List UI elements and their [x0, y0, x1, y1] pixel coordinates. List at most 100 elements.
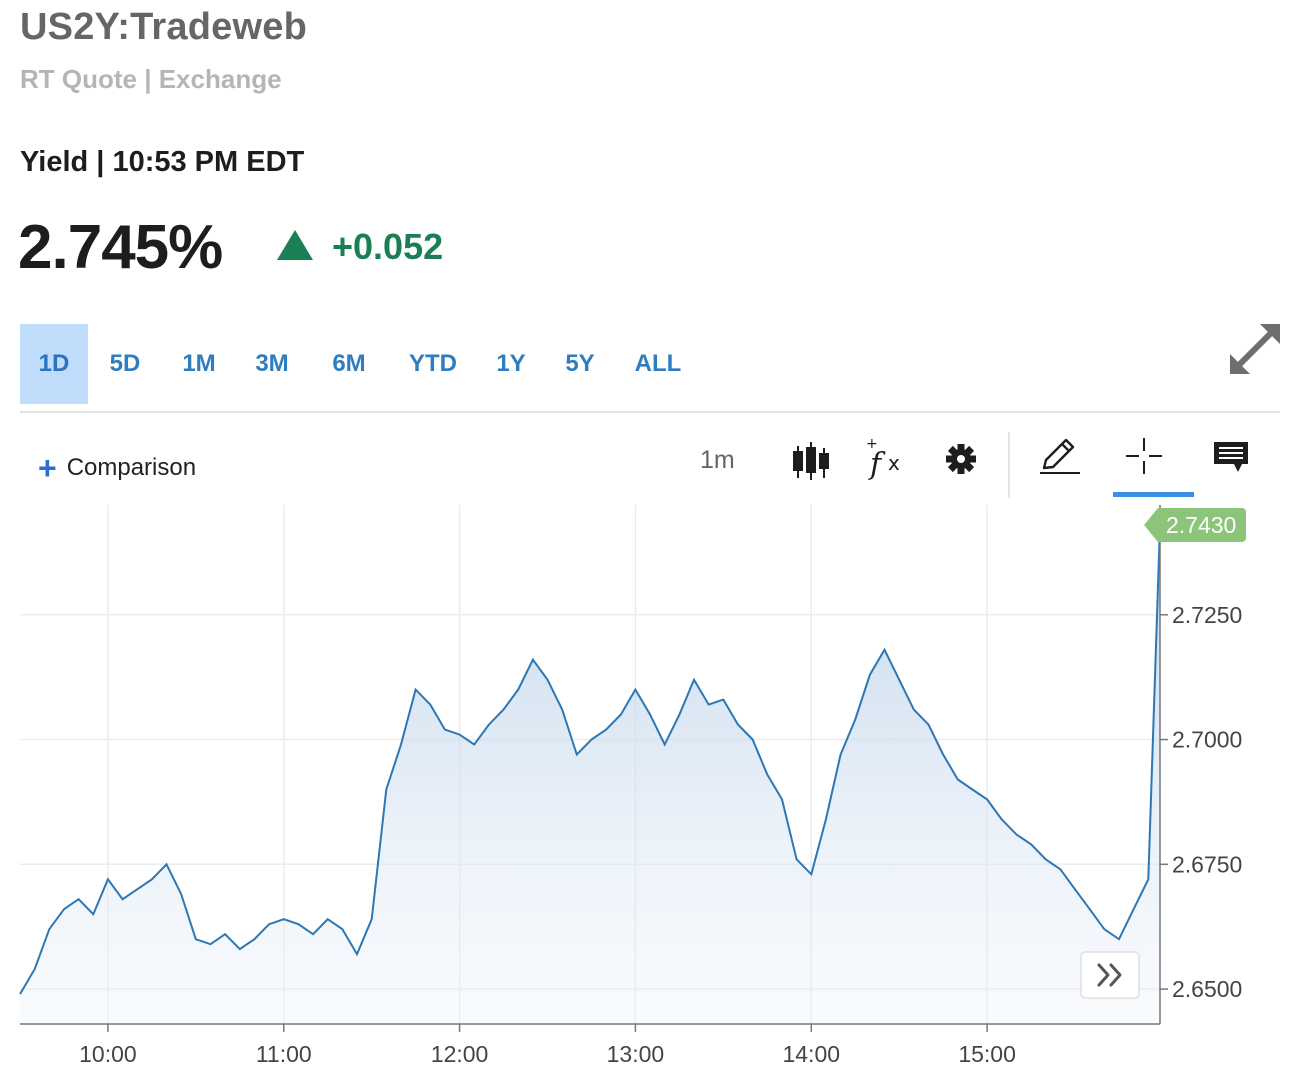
tab-1d[interactable]: 1D	[20, 324, 88, 404]
data-point	[840, 754, 842, 756]
data-point	[1045, 858, 1047, 860]
data-point	[1059, 868, 1061, 870]
tab-5y[interactable]: 5Y	[565, 350, 595, 377]
function-icon[interactable]: + f x	[864, 436, 908, 482]
data-point	[1089, 908, 1091, 910]
data-point	[224, 933, 226, 935]
data-point	[971, 788, 973, 790]
crosshair-active-indicator	[1113, 492, 1194, 497]
series-area	[20, 525, 1160, 1024]
data-point	[371, 918, 373, 920]
yield-timestamp: Yield | 10:53 PM EDT	[20, 146, 305, 178]
data-point	[649, 714, 651, 716]
data-point	[854, 719, 856, 721]
data-point	[664, 744, 666, 746]
data-point	[297, 923, 299, 925]
price-change: +0.052	[332, 226, 444, 267]
expand-icon[interactable]	[1226, 320, 1284, 378]
data-point	[415, 689, 417, 691]
quote-subtitle: RT Quote | Exchange	[20, 64, 282, 94]
symbol-title: US2Y:Tradeweb	[20, 6, 307, 48]
scroll-forward-button[interactable]	[1080, 951, 1140, 999]
data-point	[385, 788, 387, 790]
data-point	[752, 739, 754, 741]
data-point	[166, 863, 168, 865]
data-point	[1074, 888, 1076, 890]
data-point	[1103, 928, 1105, 930]
data-point	[517, 689, 519, 691]
data-point	[268, 923, 270, 925]
data-point	[209, 943, 211, 945]
data-point	[986, 798, 988, 800]
yield-chart[interactable]: 2.7250 2.7000 2.6750 2.6500 10:00 11:00 12:00 1…	[0, 500, 1292, 1092]
data-point	[796, 858, 798, 860]
tab-3m[interactable]: 3M	[255, 350, 289, 377]
data-point	[957, 778, 959, 780]
data-point	[48, 928, 50, 930]
tab-1y[interactable]: 1Y	[496, 350, 526, 377]
tab-all[interactable]: ALL	[634, 350, 682, 377]
data-point	[766, 773, 768, 775]
data-point	[1118, 938, 1120, 940]
series-line	[19, 524, 1161, 995]
data-point	[488, 724, 490, 726]
data-point	[473, 744, 475, 746]
data-point	[341, 928, 343, 930]
data-point	[283, 918, 285, 920]
data-point	[429, 704, 431, 706]
data-point	[195, 938, 197, 940]
data-point	[532, 659, 534, 661]
data-point	[19, 993, 21, 995]
data-point	[869, 674, 871, 676]
y-tick-label: 2.6750	[1172, 851, 1242, 877]
data-point	[737, 724, 739, 726]
data-point	[459, 734, 461, 736]
double-chevron-right-icon	[1097, 963, 1122, 987]
data-point	[122, 898, 124, 900]
data-point	[1030, 843, 1032, 845]
x-tick-label: 12:00	[431, 1041, 489, 1067]
pencil-icon[interactable]	[1038, 436, 1082, 476]
data-point	[63, 908, 65, 910]
comparison-button[interactable]: + Comparison	[38, 448, 196, 488]
data-point	[1147, 878, 1149, 880]
data-point	[400, 744, 402, 746]
tabs-divider	[20, 411, 1280, 413]
tab-ytd[interactable]: YTD	[409, 350, 457, 377]
data-point	[810, 873, 812, 875]
x-tick-label: 13:00	[607, 1041, 665, 1067]
y-tick-label: 2.7250	[1172, 602, 1242, 628]
svg-text:x: x	[888, 451, 900, 475]
data-point	[634, 689, 636, 691]
comment-icon[interactable]	[1212, 440, 1250, 474]
svg-text:+: +	[866, 436, 878, 452]
candlestick-icon[interactable]	[792, 440, 834, 482]
data-point	[136, 888, 138, 890]
chart-axes	[20, 505, 1168, 1032]
x-tick-label: 11:00	[256, 1041, 312, 1067]
data-point	[927, 724, 929, 726]
data-point	[547, 679, 549, 681]
data-point	[678, 714, 680, 716]
y-tick-label: 2.6500	[1172, 976, 1242, 1002]
data-point	[78, 898, 80, 900]
svg-text:f: f	[868, 447, 886, 482]
data-point	[708, 704, 710, 706]
crosshair-icon[interactable]	[1124, 436, 1164, 476]
tab-1m[interactable]: 1M	[182, 350, 216, 377]
data-point	[605, 729, 607, 731]
data-point	[444, 729, 446, 731]
x-tick-label: 10:00	[79, 1041, 137, 1067]
tab-5d[interactable]: 5D	[109, 350, 141, 377]
data-point	[898, 679, 900, 681]
gear-icon[interactable]	[944, 442, 978, 476]
data-point	[590, 739, 592, 741]
data-point	[693, 679, 695, 681]
x-tick-label: 14:00	[782, 1041, 840, 1067]
data-point	[356, 953, 358, 955]
interval-selector[interactable]: 1m	[700, 446, 735, 474]
data-point	[913, 709, 915, 711]
tab-6m[interactable]: 6M	[332, 350, 366, 377]
data-point	[180, 893, 182, 895]
